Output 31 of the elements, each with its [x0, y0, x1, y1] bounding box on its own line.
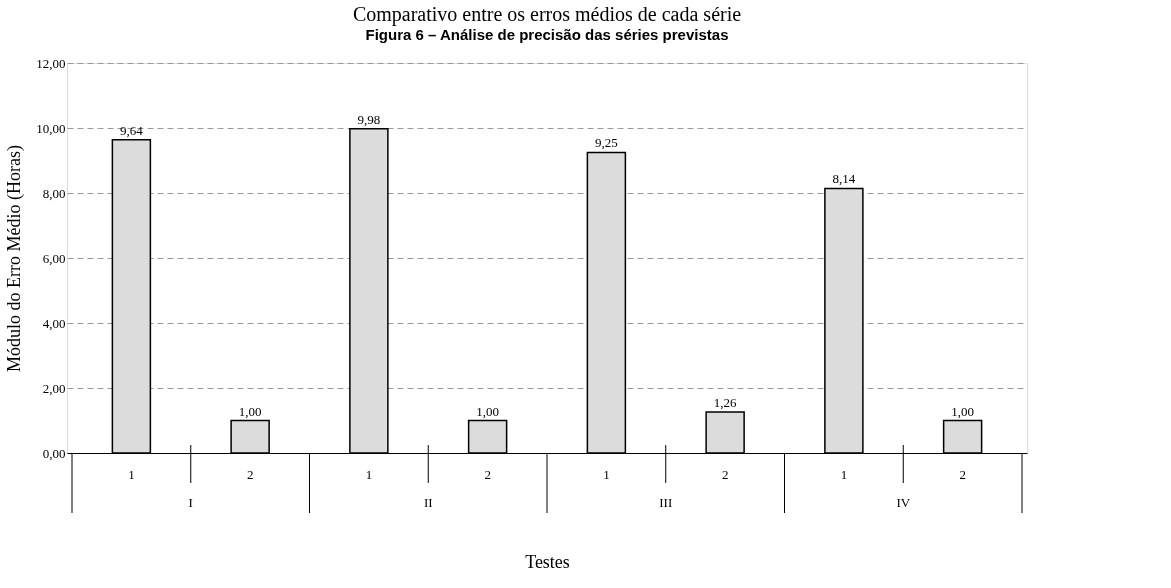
data-label: 1,00	[238, 403, 262, 419]
y-tick-label: 8,00	[42, 185, 66, 201]
y-tick-label: 0,00	[42, 445, 66, 461]
y-tick-label: 2,00	[42, 380, 66, 396]
y-tick-label: 12,00	[36, 55, 66, 71]
data-label: 1,26	[713, 395, 737, 411]
x-tick-label: 2	[484, 467, 491, 482]
y-tick-label: 6,00	[42, 250, 66, 266]
x-tick-label: 1	[128, 467, 135, 482]
y-tick-label: 10,00	[36, 120, 66, 136]
x-tick-label: 1	[365, 467, 373, 482]
y-axis-title: Módulo do Erro Médio (Horas)	[4, 145, 26, 372]
data-label: 9,25	[595, 135, 618, 151]
x-tick-label: 2	[959, 467, 966, 482]
x-axis-title: Testes	[525, 551, 570, 572]
data-label: 1,00	[476, 403, 499, 419]
x-tick-label: 1	[840, 467, 848, 482]
data-label: 1,00	[951, 403, 974, 419]
text: II	[423, 495, 433, 510]
text: IV	[896, 495, 911, 510]
x-tick-label: 2	[246, 467, 254, 482]
y-tick-label: 4,00	[42, 315, 66, 331]
data-label: 8,14	[832, 171, 856, 187]
x-tick-label: 2	[721, 467, 729, 482]
text: Figura 6 – Análise de precisão das séries previstas	[365, 26, 729, 43]
chart-title: Comparativo entre os erros médios de cada série	[352, 3, 742, 26]
text: III	[659, 495, 673, 510]
x-tick-label: 1	[603, 467, 610, 482]
text: I	[188, 495, 193, 510]
data-label: 9,64	[120, 122, 144, 138]
data-label: 9,98	[357, 111, 381, 127]
